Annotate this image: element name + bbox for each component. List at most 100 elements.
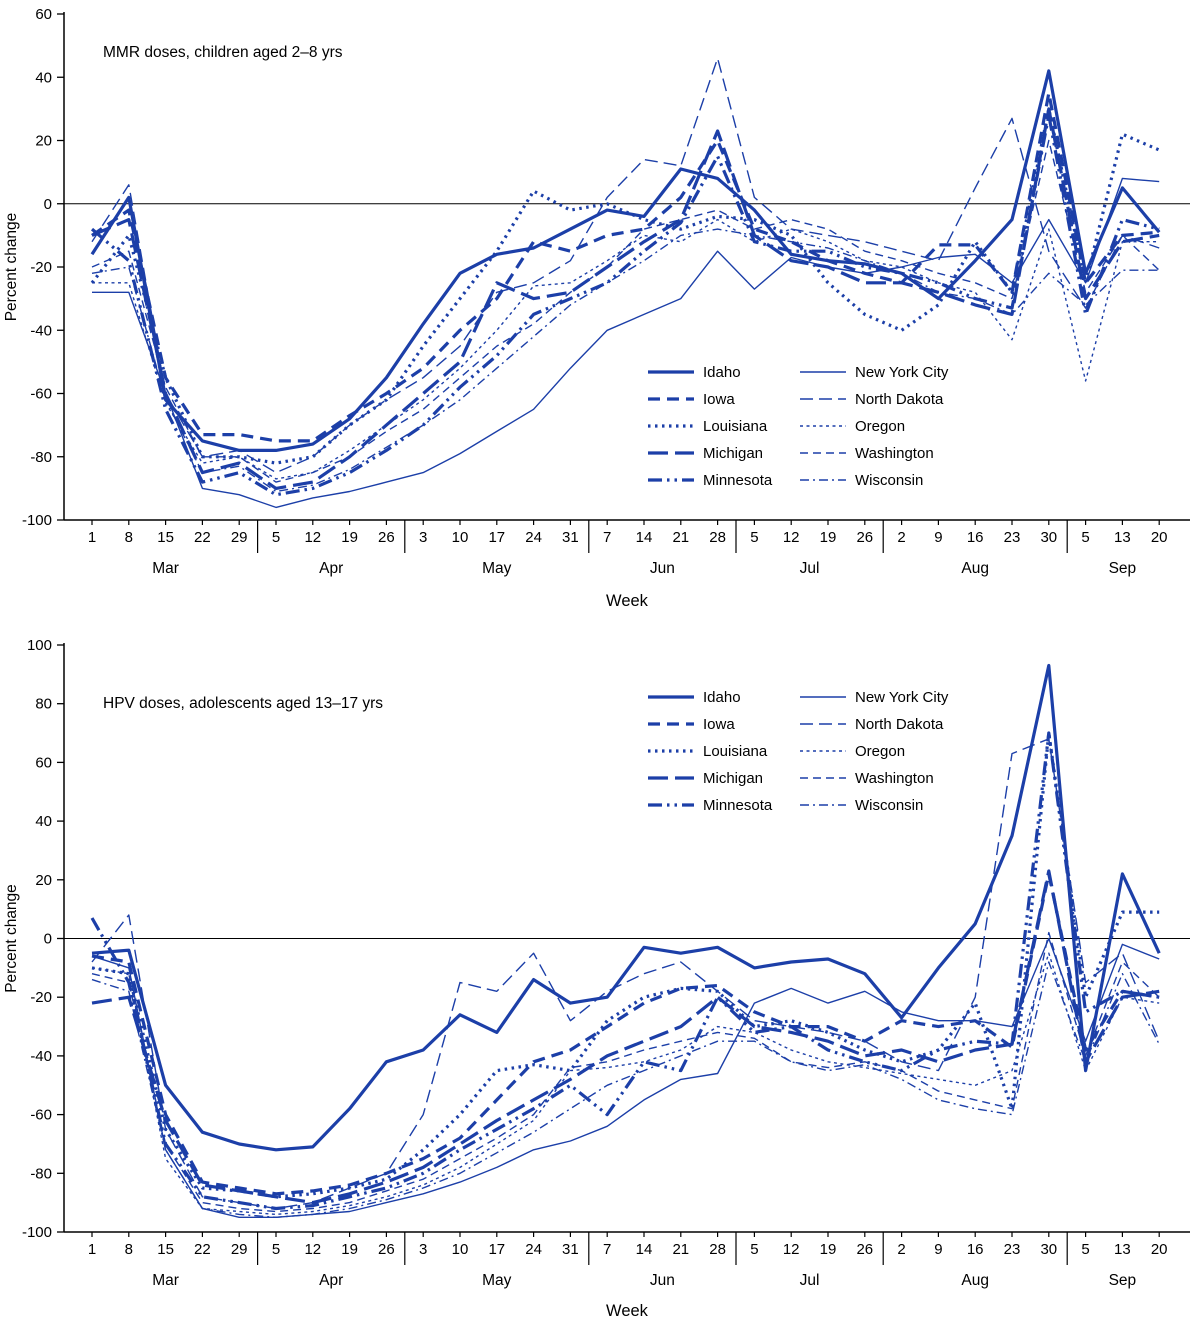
- month-label-aug: Aug: [961, 560, 989, 577]
- week-tick-label: 16: [967, 529, 984, 546]
- legend-label-washington: Washington: [855, 445, 934, 462]
- series-line-washington: [91, 139, 1160, 483]
- series-line-oregon: [92, 218, 1160, 480]
- week-tick-label: 5: [272, 1241, 280, 1258]
- week-tick-label: 9: [934, 529, 942, 546]
- mmr-chart-panel: 60 40 20 0 -20 -40 -60 -80 -100 1 8 15 22 29 5 12 19 26 3 1…: [0, 0, 1200, 620]
- week-tick-label: 9: [934, 1241, 942, 1258]
- month-label-apr: Apr: [319, 1272, 343, 1289]
- week-tick-label: 23: [1004, 1241, 1021, 1258]
- series-line-iowa: [91, 872, 1160, 1196]
- week-tick-label: 24: [525, 1241, 542, 1258]
- week-tick-label: 31: [562, 529, 579, 546]
- week-tick-label: 12: [783, 1241, 800, 1258]
- week-tick-label: 5: [750, 529, 758, 546]
- legend-label-oregon: Oregon: [855, 418, 905, 435]
- week-tick-label: 8: [125, 529, 133, 546]
- week-tick-label: 10: [452, 1241, 469, 1258]
- series-line-michigan: [91, 107, 1160, 490]
- series-line-michigan: [91, 869, 1160, 1205]
- y-tick-label: 0: [44, 931, 52, 948]
- week-tick-label: 15: [157, 529, 174, 546]
- month-label-mar: Mar: [152, 1272, 179, 1289]
- week-tick-label: 26: [856, 529, 873, 546]
- week-tick-label: 13: [1114, 529, 1131, 546]
- hpv-chart-panel: 100 80 60 40 20 0 -20 -40 -60 -80 -100 1 8 15 22 29 5 12 1…: [0, 620, 1200, 1320]
- legend-label-new-york-city: New York City: [855, 364, 949, 381]
- legend-label-oregon: Oregon: [855, 743, 905, 760]
- week-tick-label: 12: [304, 1241, 321, 1258]
- week-tick-label: 13: [1114, 1241, 1131, 1258]
- legend-label-louisiana: Louisiana: [703, 743, 768, 760]
- week-tick-label: 3: [419, 529, 427, 546]
- month-label-mar: Mar: [152, 560, 179, 577]
- month-label-apr: Apr: [319, 560, 343, 577]
- week-tick-label: 19: [341, 529, 358, 546]
- y-tick-label: 40: [35, 69, 52, 86]
- week-tick-label: 22: [194, 1241, 211, 1258]
- week-tick-label: 19: [341, 1241, 358, 1258]
- week-tick-label: 26: [378, 1241, 395, 1258]
- week-tick-label: 30: [1040, 1241, 1057, 1258]
- month-label-sep: Sep: [1109, 560, 1137, 577]
- legend-label-washington: Washington: [855, 770, 934, 787]
- week-tick-label: 22: [194, 529, 211, 546]
- y-tick-label: 40: [35, 813, 52, 830]
- y-tick-label: -20: [30, 989, 52, 1006]
- y-tick-label: 100: [27, 637, 52, 654]
- week-tick-label: 26: [378, 529, 395, 546]
- week-tick-label: 2: [897, 1241, 905, 1258]
- legend-label-minnesota: Minnesota: [703, 797, 773, 814]
- panel-title: HPV doses, adolescents aged 13–17 yrs: [103, 695, 383, 712]
- week-tick-label: 30: [1040, 529, 1057, 546]
- series-line-wisconsin: [91, 961, 1160, 1218]
- series-line-north-dakota: [91, 738, 1160, 1210]
- week-tick-label: 19: [820, 529, 837, 546]
- month-label-jul: Jul: [800, 1272, 820, 1289]
- series-line-minnesota: [90, 113, 1160, 497]
- series-line-louisiana: [90, 107, 1160, 465]
- week-tick-label: 14: [636, 529, 653, 546]
- week-tick-label: 12: [783, 529, 800, 546]
- week-tick-label: 8: [125, 1241, 133, 1258]
- week-tick-label: 17: [488, 529, 505, 546]
- week-tick-label: 26: [856, 1241, 873, 1258]
- series-line-north-dakota: [91, 57, 1160, 474]
- week-tick-label: 1: [88, 1241, 96, 1258]
- week-tick-label: 10: [452, 529, 469, 546]
- week-tick-label: 29: [231, 529, 248, 546]
- week-tick-label: 12: [304, 529, 321, 546]
- y-tick-label: 20: [35, 872, 52, 889]
- legend-label-idaho: Idaho: [703, 689, 741, 706]
- week-tick-label: 15: [157, 1241, 174, 1258]
- week-tick-label: 29: [231, 1241, 248, 1258]
- week-tick-label: 21: [672, 1241, 689, 1258]
- week-tick-label: 7: [603, 1241, 611, 1258]
- series-line-idaho: [90, 69, 1161, 452]
- y-axis-title: Percent change: [3, 884, 20, 993]
- legend-label-iowa: Iowa: [703, 716, 735, 733]
- week-tick-label: 20: [1151, 529, 1168, 546]
- month-label-may: May: [482, 1272, 512, 1289]
- week-tick-label: 7: [603, 529, 611, 546]
- x-axis-title: Week: [606, 1302, 649, 1320]
- series-line-idaho: [91, 663, 1161, 1152]
- series-line-new-york-city: [92, 177, 1160, 509]
- month-label-jul: Jul: [800, 560, 820, 577]
- week-tick-label: 1: [88, 529, 96, 546]
- x-axis-title: Week: [606, 592, 649, 610]
- legend-label-minnesota: Minnesota: [703, 472, 773, 489]
- week-tick-label: 16: [967, 1241, 984, 1258]
- y-tick-label: -80: [30, 1165, 52, 1182]
- y-tick-label: 20: [35, 133, 52, 150]
- series-line-minnesota: [90, 731, 1160, 1211]
- y-tick-label: -80: [30, 449, 52, 466]
- y-tick-label: 80: [35, 696, 52, 713]
- y-axis-title: Percent change: [3, 213, 20, 322]
- y-tick-label: 60: [35, 6, 52, 23]
- month-label-sep: Sep: [1109, 1272, 1137, 1289]
- panel-title: MMR doses, children aged 2–8 yrs: [103, 44, 343, 61]
- legend-label-iowa: Iowa: [703, 391, 735, 408]
